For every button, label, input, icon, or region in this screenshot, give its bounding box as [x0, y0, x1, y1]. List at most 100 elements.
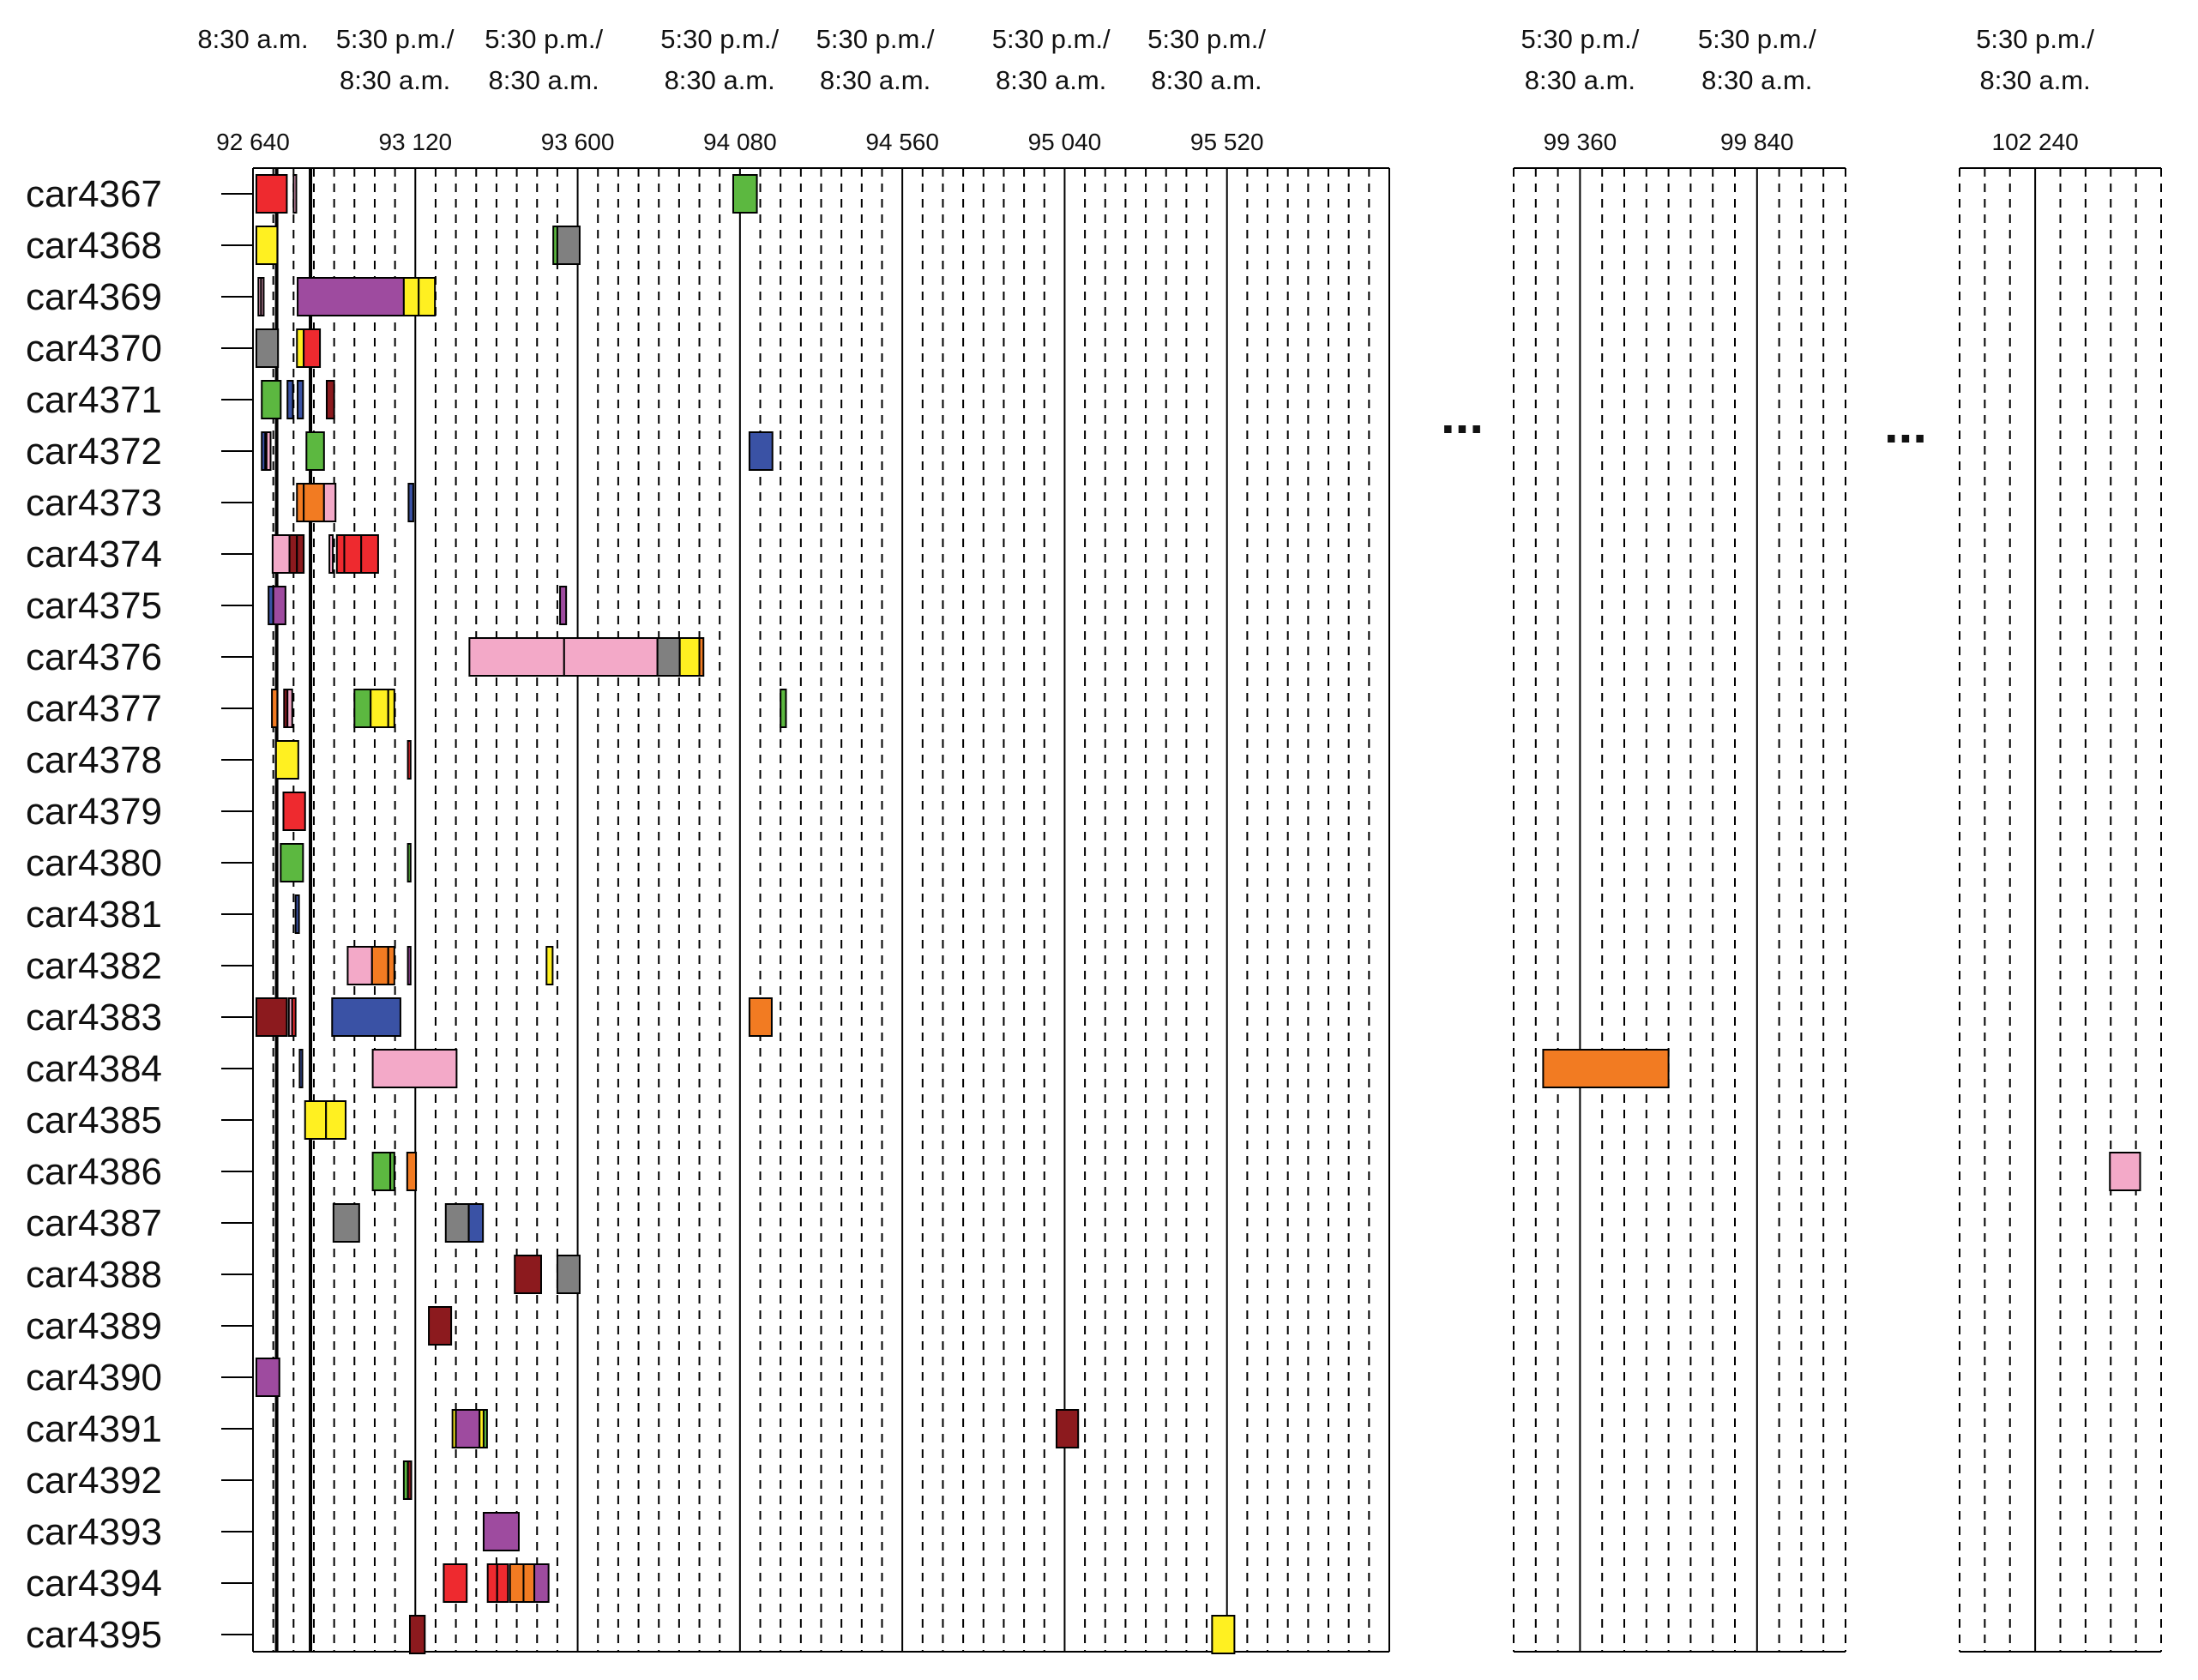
time-of-day-label: 8:30 a.m. — [820, 65, 930, 95]
labels-layer: 92 640 93 120 93 600 94 080 94 560 95 040 95 5… — [26, 24, 2094, 1656]
task-bar — [282, 792, 306, 831]
task-bar — [496, 1563, 509, 1603]
task-bar — [402, 277, 420, 316]
car-label: car4380 — [26, 842, 162, 884]
car-label: car4368 — [26, 225, 162, 267]
task-bar — [408, 1615, 426, 1654]
time-of-day-label: 5:30 p.m./ — [485, 24, 603, 54]
task-bar — [297, 277, 405, 316]
task-bar — [455, 1409, 481, 1448]
task-bar — [486, 1563, 498, 1603]
car-label: car4386 — [26, 1151, 162, 1193]
task-bar — [514, 1255, 542, 1294]
task-bar — [332, 1203, 360, 1243]
time-of-day-label: 8:30 a.m. — [1151, 65, 1262, 95]
time-of-day-label: 8:30 a.m. — [489, 65, 599, 95]
car-label: car4383 — [26, 997, 162, 1039]
car-label: car4395 — [26, 1614, 162, 1656]
task-bar — [556, 1255, 581, 1294]
task-bar — [335, 534, 346, 574]
task-bar — [292, 174, 298, 214]
task-bar — [482, 1512, 520, 1551]
time-of-day-label: 8:30 a.m. — [665, 65, 775, 95]
task-bar — [428, 1306, 453, 1346]
task-bar — [748, 997, 773, 1037]
task-bar — [280, 843, 304, 882]
task-bar — [346, 946, 373, 985]
car-label: car4372 — [26, 431, 162, 473]
x-tick-label: 93 600 — [541, 129, 615, 155]
car-label: car4375 — [26, 585, 162, 627]
task-bar — [261, 380, 282, 419]
car-label: car4369 — [26, 276, 162, 318]
task-bar — [296, 534, 305, 574]
time-of-day-label: 8:30 a.m. — [1701, 65, 1812, 95]
task-bar — [371, 1049, 458, 1088]
car-label: car4384 — [26, 1048, 162, 1090]
task-bar — [1211, 1615, 1236, 1654]
task-bar — [296, 483, 305, 522]
task-bar — [732, 174, 758, 214]
task-bar — [387, 946, 395, 985]
task-bar — [255, 328, 280, 368]
tasks-layer — [255, 174, 2141, 1654]
task-bar — [2109, 1152, 2141, 1191]
task-bar — [274, 740, 299, 780]
task-bar — [387, 689, 395, 728]
x-tick-label: 102 240 — [1992, 129, 2079, 155]
x-tick-label: 95 520 — [1190, 129, 1264, 155]
task-bar — [353, 689, 372, 728]
car-label: car4388 — [26, 1254, 162, 1296]
task-bar — [406, 843, 412, 882]
task-bar — [509, 1563, 525, 1603]
x-tick-label: 95 040 — [1028, 129, 1102, 155]
task-bar — [304, 1100, 328, 1140]
task-bar — [748, 431, 774, 471]
time-of-day-label: 5:30 p.m./ — [1521, 24, 1639, 54]
axis-break-marker: ... — [1884, 396, 1927, 454]
time-of-day-label: 8:30 a.m. — [197, 24, 308, 54]
task-bar — [291, 997, 297, 1037]
task-bar — [325, 1100, 347, 1140]
axis-break-marker: ... — [1441, 387, 1484, 444]
task-bar — [482, 1409, 488, 1448]
time-of-day-label: 5:30 p.m./ — [660, 24, 779, 54]
time-of-day-label: 5:30 p.m./ — [1147, 24, 1266, 54]
task-bar — [698, 637, 705, 677]
car-label: car4390 — [26, 1357, 162, 1399]
car-label: car4377 — [26, 688, 162, 730]
car-label: car4376 — [26, 636, 162, 678]
task-bar — [255, 1358, 280, 1397]
task-bar — [260, 277, 265, 316]
task-bar — [255, 226, 279, 265]
car-label: car4393 — [26, 1511, 162, 1553]
task-bar — [286, 380, 294, 419]
car-label: car4385 — [26, 1099, 162, 1141]
task-bar — [780, 689, 787, 728]
task-bar — [271, 689, 279, 728]
task-bar — [288, 534, 298, 574]
time-of-day-label: 5:30 p.m./ — [1976, 24, 2094, 54]
task-bar — [545, 946, 554, 985]
x-tick-label: 94 080 — [703, 129, 777, 155]
task-bar — [370, 689, 389, 728]
task-bar — [406, 946, 412, 985]
car-label: car4379 — [26, 791, 162, 833]
task-bar — [360, 534, 379, 574]
task-bar — [656, 637, 681, 677]
task-bar — [371, 1152, 392, 1191]
task-bar — [406, 1152, 418, 1191]
task-bar — [322, 483, 337, 522]
task-bar — [370, 946, 389, 985]
task-bar — [261, 431, 267, 471]
time-of-day-label: 5:30 p.m./ — [992, 24, 1111, 54]
x-tick-label: 93 120 — [378, 129, 452, 155]
car-label: car4382 — [26, 945, 162, 987]
task-bar — [678, 637, 701, 677]
task-bar — [325, 380, 335, 419]
car-label: car4367 — [26, 173, 162, 215]
task-bar — [271, 534, 291, 574]
task-bar — [533, 1563, 550, 1603]
task-bar — [296, 328, 305, 368]
